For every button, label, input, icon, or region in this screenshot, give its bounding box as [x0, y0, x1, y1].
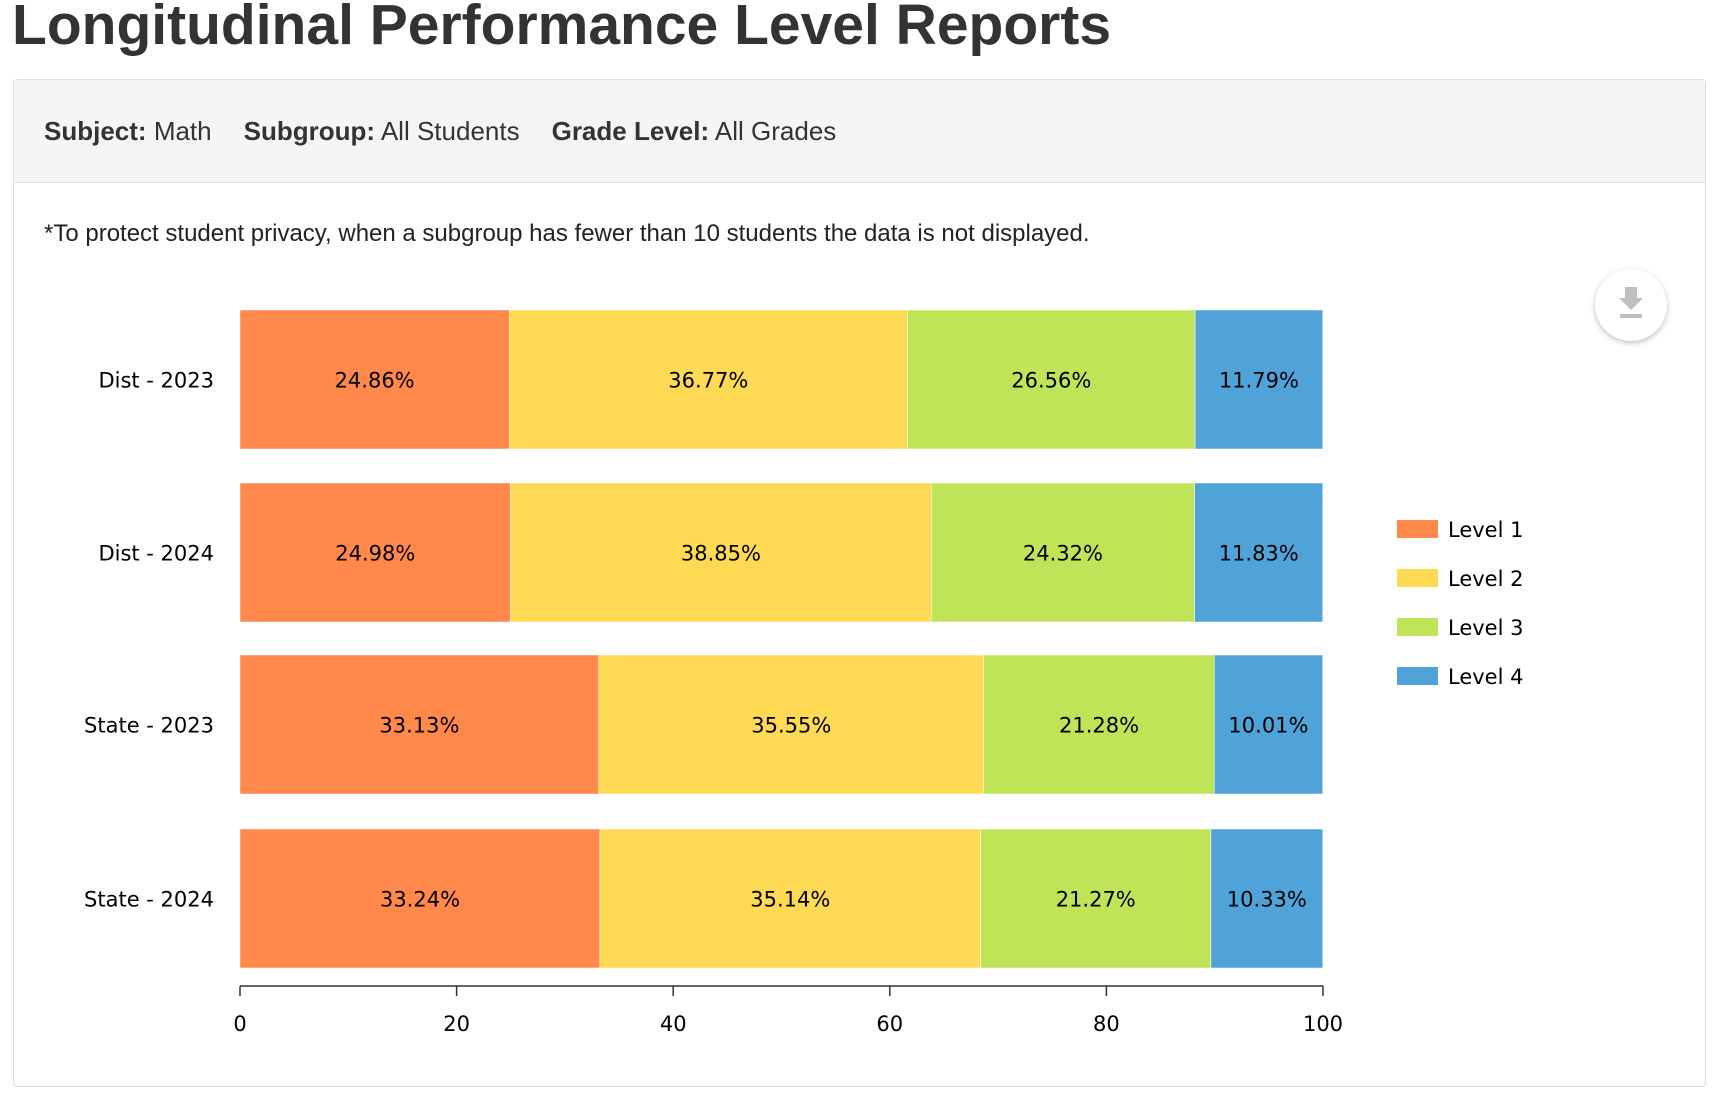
legend-label: Level 2 [1448, 567, 1523, 591]
data-label: 35.55% [751, 714, 831, 738]
download-button[interactable] [1595, 269, 1667, 341]
data-label: 24.98% [335, 542, 415, 566]
data-label: 10.33% [1227, 888, 1307, 912]
legend-label: Level 3 [1448, 616, 1523, 640]
x-tick-label: 100 [1303, 1012, 1343, 1036]
category-label: State - 2024 [84, 888, 214, 912]
data-label: 21.28% [1059, 714, 1139, 738]
bar-segment [1194, 482, 1324, 623]
bar-segment [599, 828, 981, 969]
privacy-note: *To protect student privacy, when a subg… [44, 220, 1090, 247]
data-label: 24.86% [335, 369, 415, 393]
bar-segment [1210, 828, 1324, 969]
data-label: 36.77% [668, 369, 748, 393]
data-label: 38.85% [681, 542, 761, 566]
filter-grade-level: Grade Level: All Grades [551, 115, 837, 146]
page-title: Longitudinal Performance Level Reports [12, 0, 1112, 57]
x-tick-label: 60 [876, 1012, 903, 1036]
data-label: 33.13% [379, 714, 459, 738]
bar-segment [931, 482, 1195, 623]
data-label: 11.79% [1219, 369, 1299, 393]
legend-swatch [1397, 569, 1438, 587]
bar-segment [239, 482, 511, 623]
category-label: Dist - 2023 [98, 369, 214, 393]
data-label: 21.27% [1056, 888, 1136, 912]
data-label: 26.56% [1011, 369, 1091, 393]
bar-segment [508, 309, 908, 450]
filter-subgroup: Subgroup: All Students [243, 115, 520, 146]
x-tick-label: 80 [1093, 1012, 1120, 1036]
bar-segment [980, 828, 1212, 969]
bar-segment [907, 309, 1196, 450]
x-tick-label: 0 [233, 1012, 246, 1036]
data-label: 10.01% [1228, 714, 1308, 738]
legend-swatch [1397, 520, 1438, 538]
data-label: 24.32% [1023, 542, 1103, 566]
report-card: Subject: Math Subgroup: All Students Gra… [13, 79, 1706, 1087]
bar-segment [239, 828, 601, 969]
bar-segment [598, 654, 985, 795]
legend-swatch [1397, 667, 1438, 685]
legend-label: Level 1 [1448, 518, 1523, 542]
data-label: 11.83% [1219, 542, 1299, 566]
filter-subject: Subject: Math [44, 115, 212, 146]
category-label: State - 2023 [84, 714, 214, 738]
bar-segment [239, 309, 510, 450]
bar-segment [1214, 654, 1323, 795]
x-tick-label: 40 [660, 1012, 687, 1036]
bar-segment [510, 482, 932, 623]
x-tick-label: 20 [443, 1012, 470, 1036]
data-label: 33.24% [380, 888, 460, 912]
category-label: Dist - 2024 [98, 542, 214, 566]
data-label: 35.14% [750, 888, 830, 912]
bar-segment [1194, 309, 1324, 450]
download-icon [1619, 287, 1643, 318]
legend-label: Level 4 [1448, 665, 1523, 689]
filter-bar: Subject: Math Subgroup: All Students Gra… [14, 80, 1705, 183]
bar-segment [239, 654, 600, 795]
legend-swatch [1397, 618, 1438, 636]
bar-segment [983, 654, 1215, 795]
